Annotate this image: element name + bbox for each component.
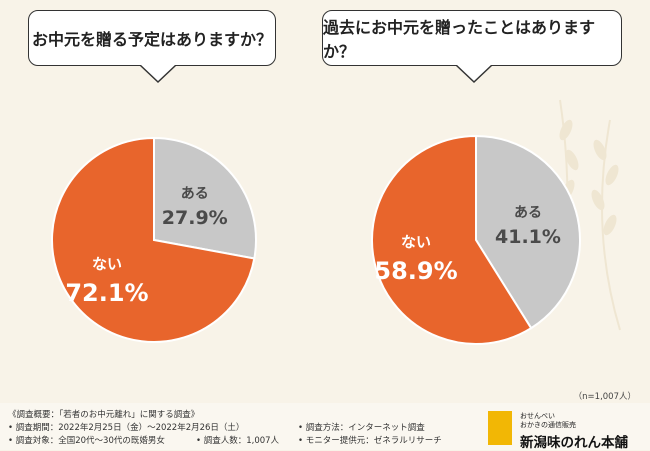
- pie2-label-nai: ない: [401, 233, 431, 251]
- survey-method: • 調査方法：インターネット調査: [298, 423, 425, 433]
- question-bubble-2: 過去にお中元を贈ったことはありますか？: [322, 10, 622, 66]
- pie2-label-aru: ある: [514, 205, 542, 221]
- sample-size: （n=1,007人）: [573, 392, 636, 402]
- brand-logo: おせんべい おかきの通信販売 新潟味のれん本舗: [488, 409, 644, 451]
- pie1-slice-nai: [51, 136, 256, 343]
- pie2-value-aru: 41.1%: [495, 226, 561, 248]
- logo-tagline-1: おせんべい: [520, 412, 555, 420]
- survey-title: 《調査概要：「若者のお中元離れ」に関する調査》: [8, 410, 200, 420]
- pie1-label-aru: ある: [181, 186, 209, 202]
- logo-mark-icon: [488, 411, 512, 445]
- question-bubble-1: お中元を贈る予定はありますか？: [28, 10, 276, 66]
- pie1-value-nai: 72.1%: [65, 279, 148, 307]
- pie-charts: ある 27.9% ない 72.1% ある 41.1% ない 58.9%: [51, 134, 581, 345]
- logo-name: 新潟味のれん本舗: [520, 435, 628, 451]
- question-1-text: お中元を贈る予定はありますか？: [31, 30, 272, 49]
- pie1-value-aru: 27.9%: [162, 207, 228, 229]
- survey-period: • 調査期間：2022年2月25日（金）～2022年2月26日（土）: [8, 423, 245, 433]
- question-2-text: 過去にお中元を贈ったことはありますか？: [323, 18, 596, 61]
- pie2-value-nai: 58.9%: [374, 257, 457, 285]
- survey-target: • 調査対象：全国20代～30代の既婚男女: [8, 436, 165, 446]
- survey-respondents: • 調査人数：1,007人: [196, 436, 280, 446]
- footer: [0, 403, 650, 450]
- pie2-slice-nai: [371, 134, 533, 345]
- pie1-slice-aru: [153, 136, 257, 260]
- logo-tagline-2: おかきの通信販売: [520, 421, 576, 429]
- bubble-tail-1: [138, 64, 178, 84]
- survey-provider: • モニター提供元：ゼネラルリサーチ: [298, 436, 442, 446]
- bubble-tail-2: [454, 64, 494, 84]
- pie1-label-nai: ない: [92, 255, 122, 273]
